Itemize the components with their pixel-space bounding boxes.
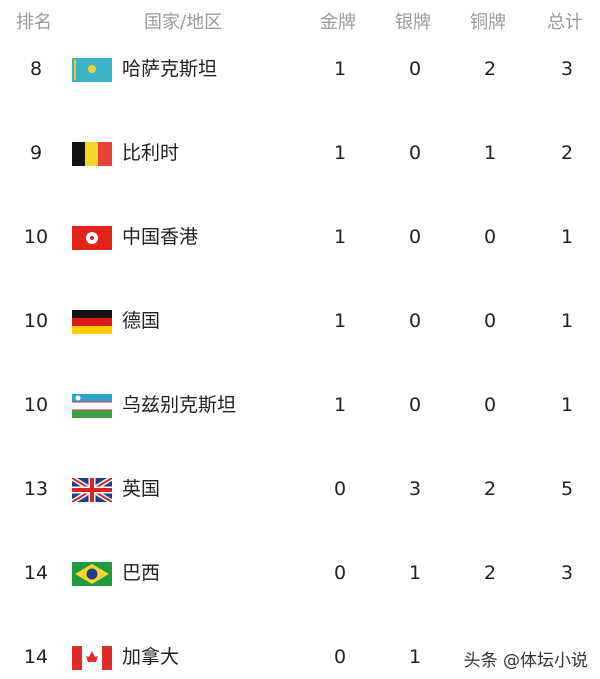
table-row: 13 英国 0 3 2 5 — [0, 474, 600, 504]
gold-count: 0 — [333, 478, 347, 500]
silver-count: 0 — [408, 310, 422, 332]
rank: 10 — [23, 394, 49, 416]
brazil-flag-icon — [72, 562, 112, 586]
bronze-count: 2 — [483, 562, 497, 584]
canada-flag-icon — [72, 646, 112, 670]
table-row: 8 哈萨克斯坦 1 0 2 3 — [0, 54, 600, 84]
gold-count: 1 — [333, 394, 347, 416]
rank: 10 — [23, 310, 49, 332]
country-name: 德国 — [122, 310, 161, 332]
rank: 9 — [29, 142, 43, 164]
bronze-count: 0 — [483, 226, 497, 248]
uzbekistan-flag-icon — [72, 394, 112, 418]
total-count: 5 — [560, 478, 574, 500]
country-name: 哈萨克斯坦 — [122, 58, 218, 80]
watermark: 头条 @体坛小说 — [463, 651, 588, 671]
header-bronze: 铜牌 — [470, 12, 506, 33]
total-count: 1 — [560, 394, 574, 416]
silver-count: 0 — [408, 394, 422, 416]
total-count: 1 — [560, 310, 574, 332]
header-country: 国家/地区 — [144, 12, 223, 33]
country-name: 中国香港 — [122, 226, 199, 248]
country-name: 加拿大 — [122, 646, 180, 668]
gold-count: 1 — [333, 58, 347, 80]
silver-count: 1 — [408, 646, 422, 668]
header-rank: 排名 — [16, 12, 52, 33]
bronze-count: 0 — [483, 394, 497, 416]
country-name: 巴西 — [122, 562, 161, 584]
table-row: 10 乌兹别克斯坦 1 0 0 1 — [0, 390, 600, 420]
silver-count: 0 — [408, 226, 422, 248]
gold-count: 1 — [333, 226, 347, 248]
total-count: 2 — [560, 142, 574, 164]
silver-count: 0 — [408, 142, 422, 164]
bronze-count: 1 — [483, 142, 497, 164]
bronze-count: 2 — [483, 58, 497, 80]
table-row: 9 比利时 1 0 1 2 — [0, 138, 600, 168]
rank: 14 — [23, 562, 49, 584]
table-row: 10 德国 1 0 0 1 — [0, 306, 600, 336]
table-row: 10 中国香港 1 0 0 1 — [0, 222, 600, 252]
country-name: 英国 — [122, 478, 161, 500]
bronze-count: 0 — [483, 310, 497, 332]
hong-kong-flag-icon — [72, 226, 112, 250]
total-count: 1 — [560, 226, 574, 248]
gold-count: 0 — [333, 646, 347, 668]
country-name: 乌兹别克斯坦 — [122, 394, 237, 416]
table-row: 14 巴西 0 1 2 3 — [0, 558, 600, 588]
gold-count: 0 — [333, 562, 347, 584]
rank: 10 — [23, 226, 49, 248]
header-silver: 银牌 — [395, 12, 431, 33]
header-total: 总计 — [547, 12, 583, 33]
rank: 8 — [29, 58, 43, 80]
uk-flag-icon — [72, 478, 112, 502]
header-gold: 金牌 — [320, 12, 356, 33]
belgium-flag-icon — [72, 142, 112, 166]
gold-count: 1 — [333, 142, 347, 164]
bronze-count: 2 — [483, 478, 497, 500]
kazakhstan-flag-icon — [72, 58, 112, 82]
country-name: 比利时 — [122, 142, 180, 164]
rank: 13 — [23, 478, 49, 500]
rank: 14 — [23, 646, 49, 668]
table-row: 14 加拿大 0 1 — [0, 642, 600, 672]
total-count: 3 — [560, 58, 574, 80]
gold-count: 1 — [333, 310, 347, 332]
germany-flag-icon — [72, 310, 112, 334]
silver-count: 1 — [408, 562, 422, 584]
silver-count: 0 — [408, 58, 422, 80]
silver-count: 3 — [408, 478, 422, 500]
total-count: 3 — [560, 562, 574, 584]
